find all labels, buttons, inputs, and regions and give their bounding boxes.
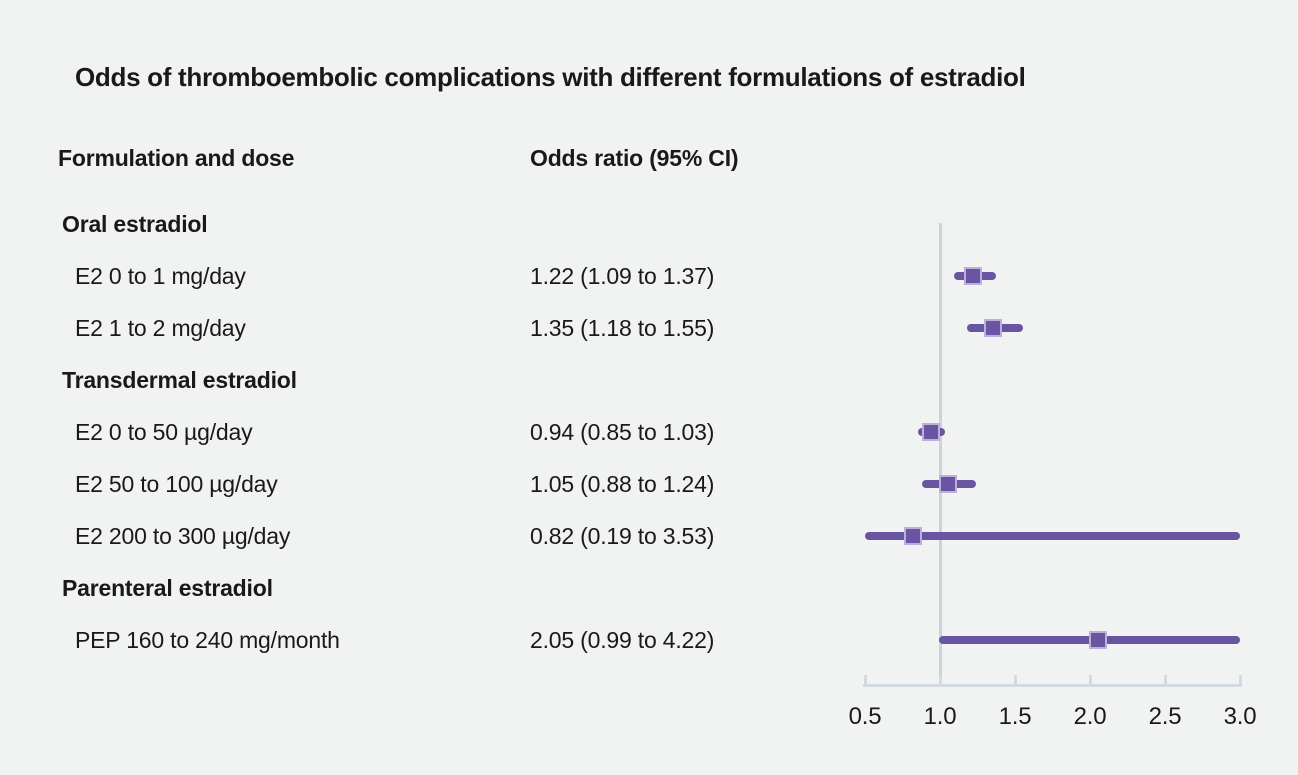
point-estimate-marker [904,527,922,545]
forest-row: E2 0 to 1 mg/day 1.22 (1.09 to 1.37) [0,250,1298,302]
x-axis-tick-label: 0.5 [848,703,882,730]
row-label: E2 50 to 100 µg/day [75,471,278,497]
figure-title: Odds of thromboembolic complications wit… [75,62,1026,92]
confidence-interval-line [865,532,1240,540]
row-label: E2 0 to 50 µg/day [75,419,253,445]
group-row: Parenteral estradiol [0,562,1298,614]
x-axis-line [863,684,1242,687]
forest-row: E2 1 to 2 mg/day 1.35 (1.18 to 1.55) [0,302,1298,354]
group-label: Oral estradiol [62,211,208,237]
point-estimate-marker [1088,631,1107,649]
row-odds-ratio-value: 2.05 (0.99 to 4.22) [530,627,715,653]
forest-row: E2 50 to 100 µg/day 1.05 (0.88 to 1.24) [0,458,1298,510]
forest-row: E2 200 to 300 µg/day 0.82 (0.19 to 3.53) [0,510,1298,562]
row-label: E2 1 to 2 mg/day [75,315,246,341]
x-axis-tick [938,675,942,684]
row-odds-ratio-value: 0.94 (0.85 to 1.03) [530,419,715,445]
x-axis-tick-label: 2.5 [1148,703,1182,730]
point-estimate-marker [938,475,957,493]
x-axis-tick-label: 2.0 [1073,703,1107,730]
row-odds-ratio-value: 1.05 (0.88 to 1.24) [530,471,715,497]
forest-row: E2 0 to 50 µg/day 0.94 (0.85 to 1.03) [0,406,1298,458]
row-odds-ratio-value: 1.22 (1.09 to 1.37) [530,263,715,289]
reference-line [938,223,942,687]
x-axis-tick [863,675,867,684]
column-header-formulation: Formulation and dose [58,145,295,171]
group-label: Transdermal estradiol [62,367,297,393]
x-axis-tick [1013,675,1017,684]
group-label: Parenteral estradiol [62,575,273,601]
row-label: E2 200 to 300 µg/day [75,523,291,549]
x-axis-tick-label: 1.0 [923,703,957,730]
row-odds-ratio-value: 1.35 (1.18 to 1.55) [530,315,715,341]
x-axis-tick-label: 1.5 [998,703,1032,730]
group-row: Transdermal estradiol [0,354,1298,406]
row-label: E2 0 to 1 mg/day [75,263,246,289]
x-axis-tick [1163,675,1167,684]
x-axis-tick [1088,675,1092,684]
row-label: PEP 160 to 240 mg/month [75,627,340,653]
x-axis-tick [1238,675,1242,684]
point-estimate-marker [964,267,982,285]
point-estimate-marker [922,423,940,441]
column-header-odds-ratio: Odds ratio (95% CI) [530,145,739,171]
group-row: Oral estradiol [0,198,1298,250]
forest-row: PEP 160 to 240 mg/month 2.05 (0.99 to 4.2… [0,614,1298,666]
row-odds-ratio-value: 0.82 (0.19 to 3.53) [530,523,715,549]
point-estimate-marker [983,319,1002,337]
x-axis-tick-label: 3.0 [1223,703,1257,730]
